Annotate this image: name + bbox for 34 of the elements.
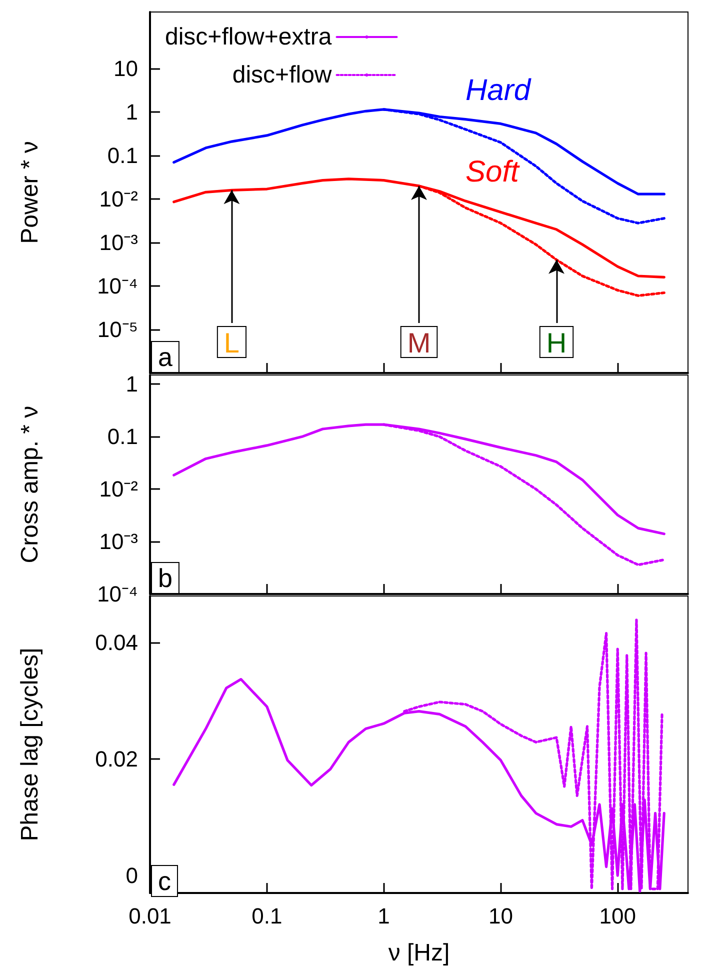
x-tick-label: 100: [599, 904, 636, 928]
y-tick-label: 0.04: [95, 630, 138, 656]
series-label: Hard: [466, 74, 532, 107]
annotation: b: [158, 563, 172, 593]
legend-label: disc+flow+extra: [164, 24, 332, 50]
annotation: H: [546, 328, 567, 358]
legend-label: disc+flow: [232, 62, 332, 88]
y-tick-label: 10⁻⁵: [97, 317, 138, 342]
y-tick-label: 10⁻³: [99, 529, 138, 554]
annotation: c: [158, 866, 171, 896]
y-tick-label: 0: [126, 863, 138, 888]
y-tick-label: 10⁻²: [99, 186, 138, 212]
y-tick-label: 0.1: [107, 424, 138, 450]
annotation: a: [158, 342, 173, 372]
y-axis-title: Power * ν: [16, 141, 44, 244]
annotation: M: [407, 328, 431, 358]
y-tick-label: 10⁻²: [99, 476, 138, 502]
x-axis-title: ν [Hz]: [388, 940, 450, 966]
annotation: L: [224, 328, 240, 358]
y-tick-label: 0.1: [107, 143, 138, 168]
y-tick-label: 1: [126, 372, 138, 397]
series-label: Soft: [466, 156, 521, 189]
y-tick-label: 10⁻⁴: [97, 582, 138, 606]
x-tick-label: 1: [378, 904, 390, 928]
x-tick-label: 10: [488, 904, 513, 928]
x-tick-label: 0.1: [252, 904, 282, 928]
y-tick-label: 1: [126, 100, 138, 125]
x-tick-label: 0.01: [128, 904, 172, 928]
y-axis-title: Cross amp. * ν: [16, 406, 44, 564]
y-tick-label: 10: [114, 56, 138, 82]
y-axis-title: Phase lag [cycles]: [16, 648, 44, 842]
y-tick-label: 10⁻⁴: [97, 274, 138, 299]
y-tick-label: 0.02: [95, 746, 138, 772]
y-tick-label: 10⁻³: [99, 230, 138, 256]
